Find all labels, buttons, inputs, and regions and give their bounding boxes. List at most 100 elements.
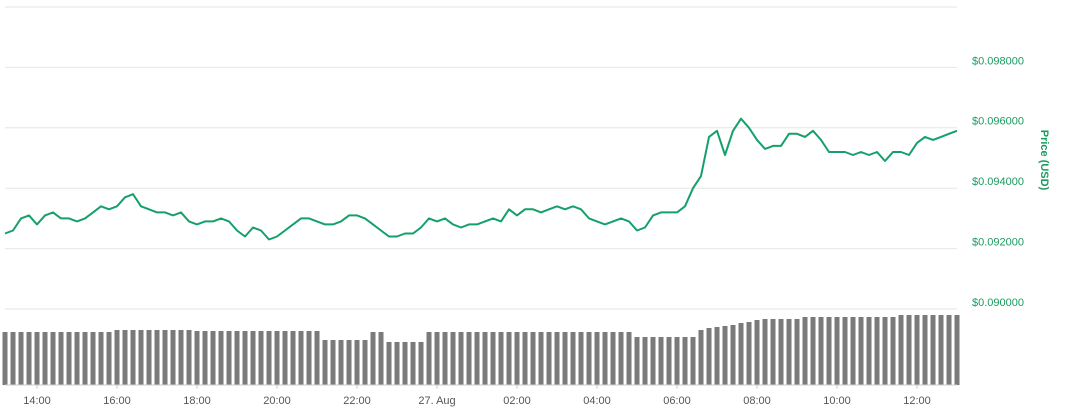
volume-bar <box>450 332 456 385</box>
x-tick-label: 20:00 <box>263 395 291 407</box>
volume-bar <box>594 332 600 385</box>
volume-bar <box>18 332 24 385</box>
volume-bar <box>610 332 616 385</box>
x-tick-label: 02:00 <box>503 395 531 407</box>
volume-bar <box>498 332 504 385</box>
volume-bar <box>10 332 16 385</box>
volume-bar <box>274 331 280 385</box>
volume-bar <box>858 317 864 385</box>
volume-bar <box>482 332 488 385</box>
volume-bar <box>586 332 592 385</box>
y-tick-label: $0.096000 <box>972 116 1024 128</box>
volume-bar <box>898 315 904 385</box>
volume-bar <box>402 342 408 385</box>
volume-bar <box>554 332 560 385</box>
volume-bar <box>74 332 80 385</box>
volume-bar <box>810 317 816 385</box>
volume-bar <box>458 332 464 385</box>
volume-bar <box>546 332 552 385</box>
x-tick-label: 10:00 <box>823 395 851 407</box>
volume-bar <box>50 332 56 385</box>
volume-bar <box>530 332 536 385</box>
volume-bar <box>738 323 744 385</box>
volume-bar <box>562 332 568 385</box>
volume-bar <box>850 317 856 385</box>
volume-bar <box>794 319 800 385</box>
volume-bar <box>626 332 632 385</box>
volume-bar <box>154 330 160 385</box>
volume-bar <box>770 319 776 385</box>
volume-bar <box>922 315 928 385</box>
volume-bar <box>442 332 448 385</box>
volume-bar <box>570 332 576 385</box>
x-tick-label: 08:00 <box>743 395 771 407</box>
volume-bar <box>386 342 392 385</box>
volume-bar <box>642 337 648 385</box>
x-tick-label: 27. Aug <box>418 395 455 407</box>
volume-bar <box>938 315 944 385</box>
volume-bar <box>474 332 480 385</box>
volume-bar <box>378 332 384 385</box>
volume-bar <box>874 317 880 385</box>
volume-bar <box>306 331 312 385</box>
volume-bar <box>290 331 296 385</box>
volume-bar <box>58 332 64 385</box>
volume-bar <box>282 331 288 385</box>
volume-bar <box>90 332 96 385</box>
price-line <box>4 117 958 241</box>
volume-bar <box>42 332 48 385</box>
y-tick-label: $0.094000 <box>972 176 1024 188</box>
volume-bar <box>106 332 112 385</box>
volume-bar <box>266 331 272 385</box>
volume-bar <box>706 328 712 385</box>
volume-bar <box>418 342 424 385</box>
volume-bar <box>882 317 888 385</box>
x-tick-label: 22:00 <box>343 395 371 407</box>
volume-bar <box>730 325 736 385</box>
x-tick-label: 04:00 <box>583 395 611 407</box>
volume-bar <box>426 332 432 385</box>
volume-bar <box>162 330 168 385</box>
volume-bar <box>138 330 144 385</box>
volume-bar <box>634 337 640 385</box>
volume-bar <box>146 330 152 385</box>
volume-bar <box>914 315 920 385</box>
volume-bar <box>434 332 440 385</box>
volume-bar <box>98 332 104 385</box>
volume-bar <box>34 332 40 385</box>
volume-bar <box>210 331 216 385</box>
volume-bar <box>178 330 184 385</box>
volume-bar <box>394 342 400 385</box>
volume-bar <box>826 317 832 385</box>
volume-bar <box>618 332 624 385</box>
volume-bar <box>298 331 304 385</box>
volume-bar <box>650 337 656 385</box>
volume-bar <box>906 315 912 385</box>
volume-bar <box>194 331 200 385</box>
y-tick-label: $0.098000 <box>972 55 1024 67</box>
volume-bar <box>674 337 680 385</box>
volume-bar <box>602 332 608 385</box>
volume-bar <box>410 342 416 385</box>
volume-bar <box>330 340 336 385</box>
volume-bar <box>930 315 936 385</box>
volume-bar <box>2 332 8 385</box>
volume-bar <box>122 330 128 385</box>
volume-bar <box>954 315 960 385</box>
volume-bar <box>890 317 896 385</box>
volume-bar <box>802 317 808 385</box>
volume-bar <box>226 331 232 385</box>
x-tick-label: 12:00 <box>903 395 931 407</box>
volume-bar <box>538 332 544 385</box>
volume-bar <box>322 340 328 385</box>
volume-bar <box>26 332 32 385</box>
x-tick-label: 06:00 <box>663 395 691 407</box>
volume-bar <box>466 332 472 385</box>
volume-bar <box>170 330 176 385</box>
y-axis-title: Price (USD) <box>1038 130 1050 191</box>
x-tick-label: 14:00 <box>23 395 51 407</box>
volume-bar <box>314 331 320 385</box>
volume-bar <box>842 317 848 385</box>
volume-bar <box>658 337 664 385</box>
